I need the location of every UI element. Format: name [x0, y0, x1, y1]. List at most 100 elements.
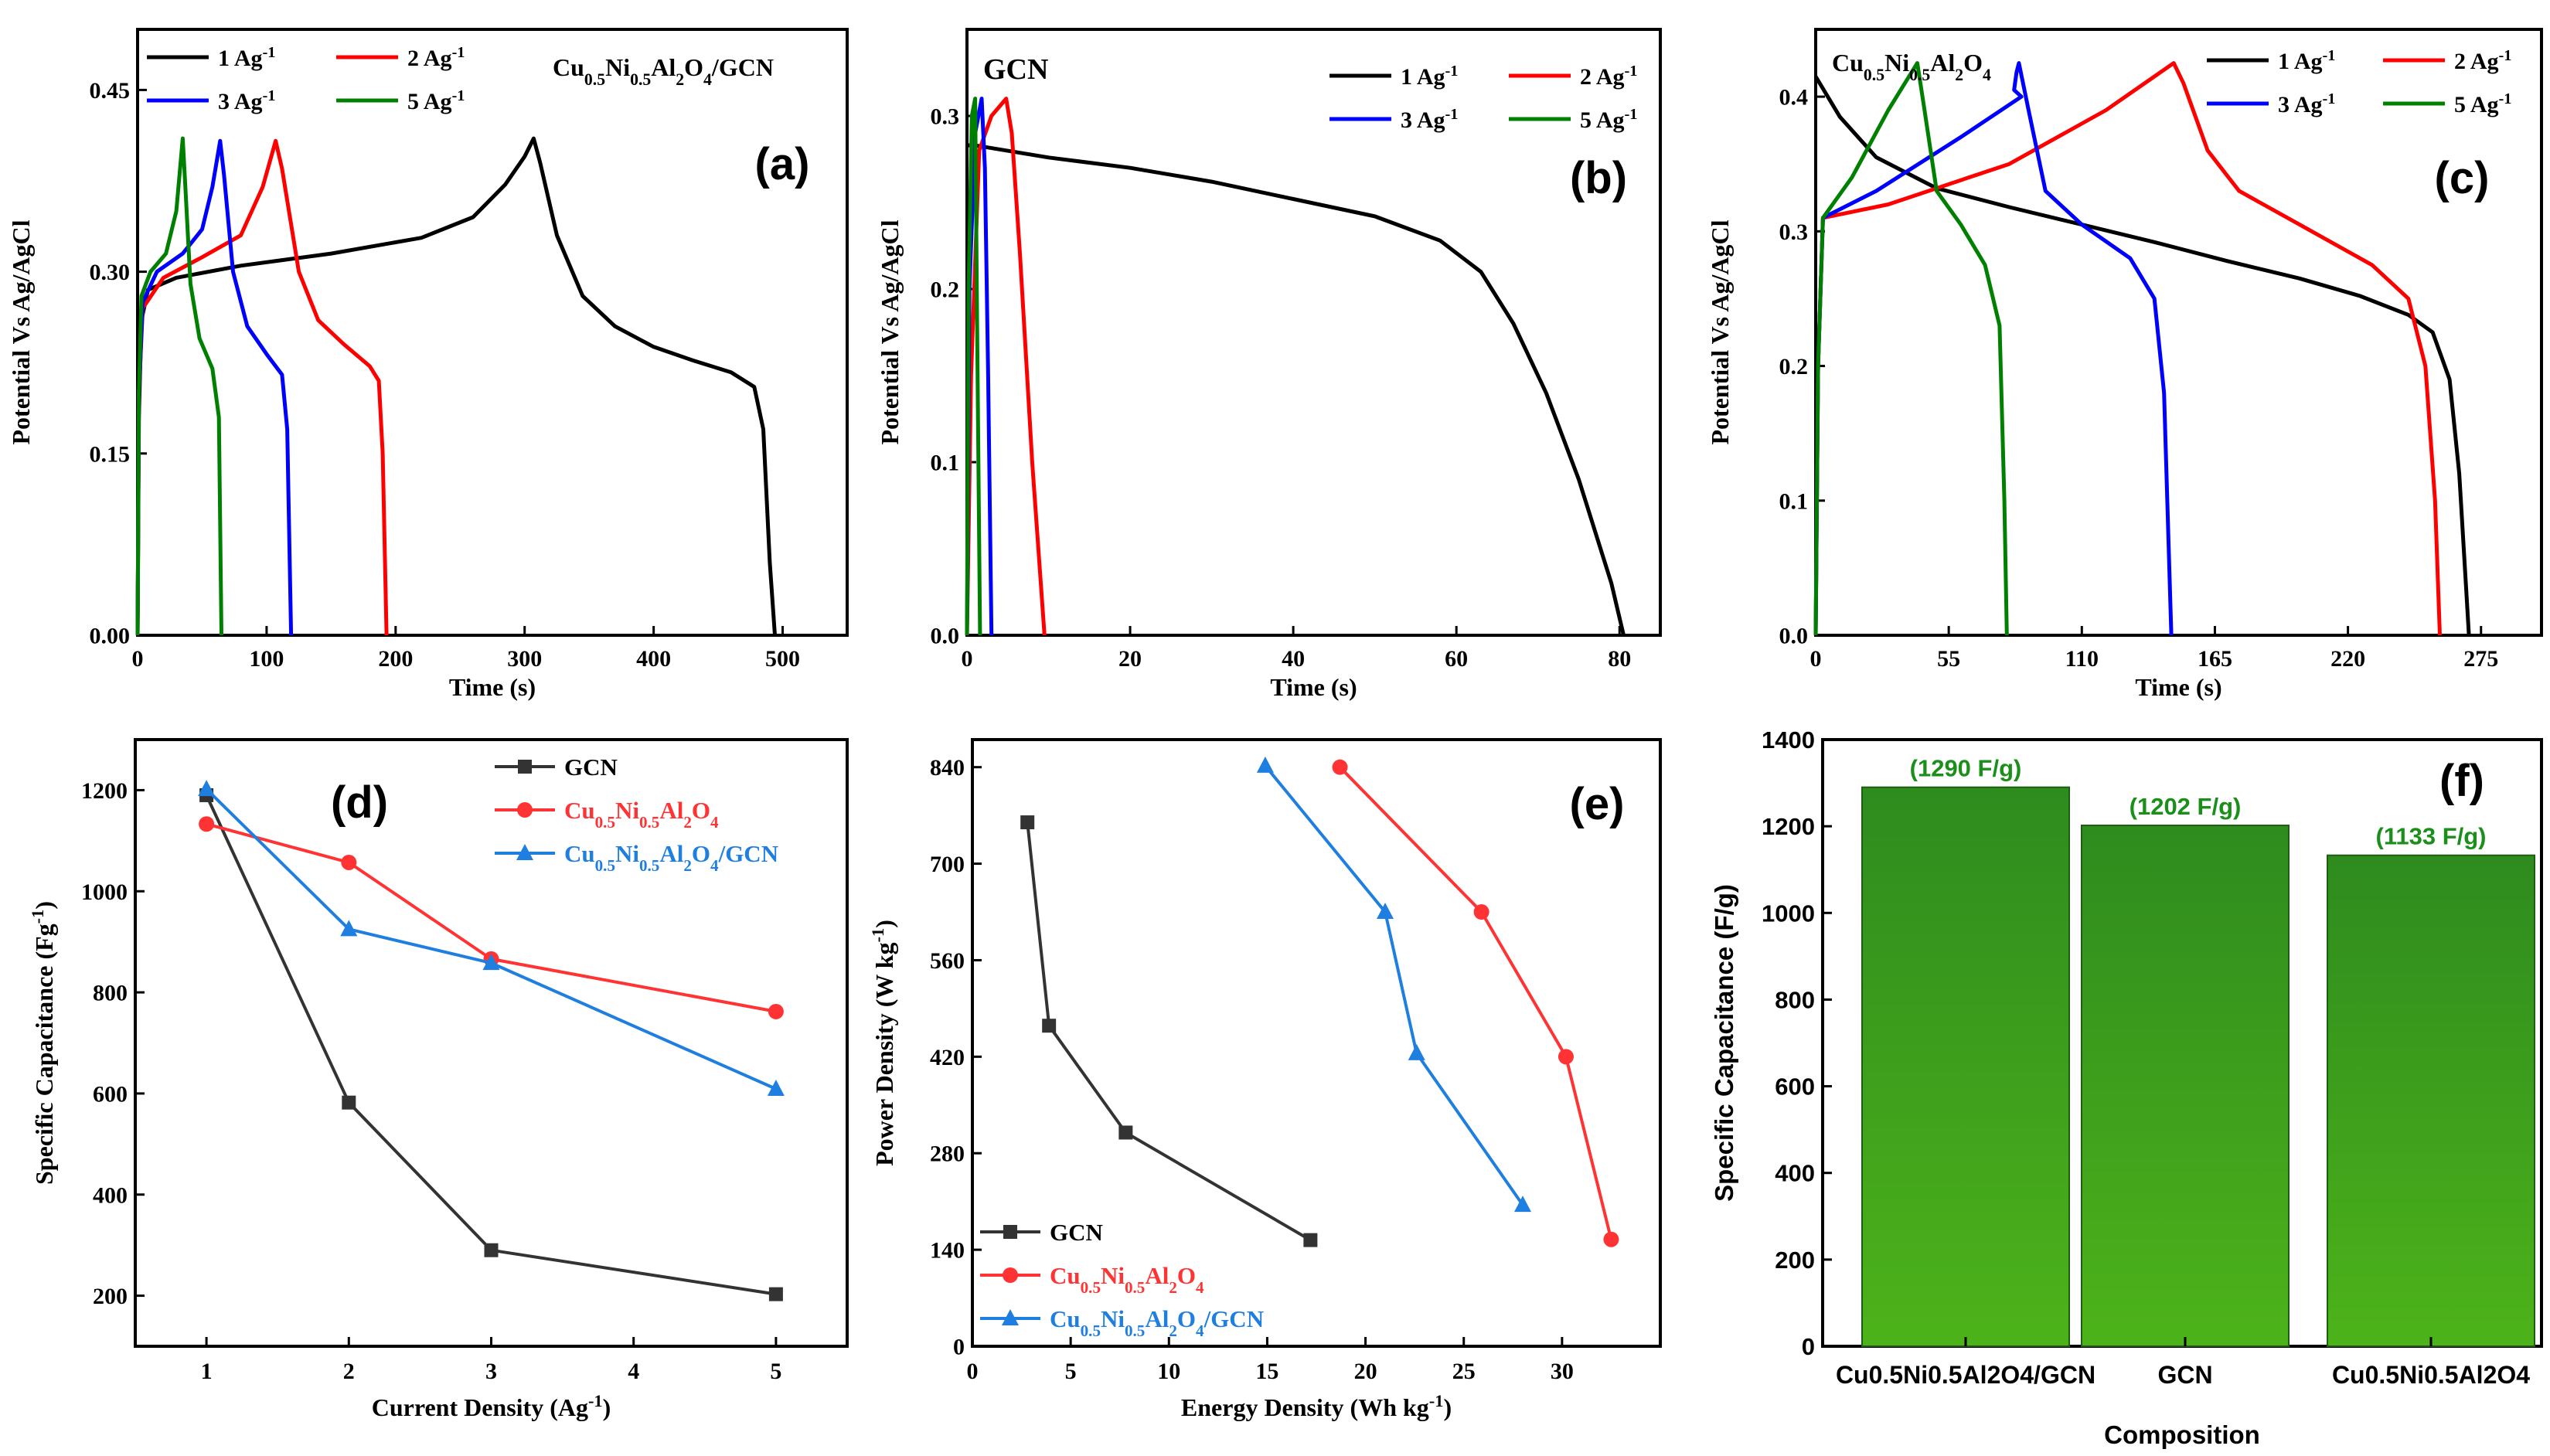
y-tick-label: 800	[1775, 986, 1815, 1013]
panel-a-gcd-composite: 0 100 200 300 400 500 0.00 0.15 0.30 0.45 Time (s)…	[7, 28, 849, 701]
x-tick-label: 5	[1065, 1359, 1077, 1384]
x-tick-label: 165	[2198, 646, 2232, 672]
y-tick-label: 600	[1775, 1073, 1815, 1101]
data-point	[1558, 1049, 1574, 1065]
legend-marker	[516, 844, 533, 860]
y-axis-label: Power Density (W kg-1)	[868, 920, 899, 1166]
chart-title: GCN	[983, 53, 1048, 86]
series-line-3-Ag-1	[1813, 61, 2174, 636]
y-tick-label: 1200	[1762, 813, 1815, 840]
y-tick-label: 0.00	[90, 624, 131, 649]
data-point	[199, 816, 215, 832]
y-tick-label: 0.30	[90, 260, 131, 285]
data-point	[1118, 1125, 1133, 1140]
y-tick-label: 0.15	[90, 441, 131, 467]
legend-marker	[1003, 1267, 1018, 1283]
legend-label: 1 Ag-1	[218, 44, 276, 71]
legend-label: 5 Ag-1	[1580, 106, 1638, 133]
x-tick-label: 4	[628, 1359, 639, 1384]
y-tick-label: 0.1	[1779, 488, 1809, 514]
legend-label: Cu0.5Ni0.5Al2O4	[564, 797, 719, 832]
legend-label: 1 Ag-1	[1401, 63, 1459, 90]
y-tick-label: 1000	[81, 879, 128, 905]
y-tick-label: 0	[953, 1335, 965, 1360]
panel-f-capacitance-bar-chart: 0 200 400 600 800 1000 1200 1400 Cu0.5Ni0.5Al2O4…	[1710, 726, 2543, 1449]
x-tick-label: Cu0.5Ni0.5Al2O4/GCN	[1836, 1361, 2095, 1389]
y-axis-label: Potential Vs Ag/AgCl	[7, 219, 35, 444]
plot-frame	[1814, 28, 2543, 637]
legend-label: 5 Ag-1	[407, 87, 465, 114]
panel-c-gcd-oxide: 0 55 110 165 220 275 0.0 0.1 0.2 0.3 0.4 Time (s) Po…	[1706, 28, 2543, 701]
series-line	[1026, 822, 1312, 1242]
bar-1	[1861, 786, 2070, 1347]
data-label: (1133 F/g)	[2376, 823, 2487, 850]
x-tick-label: 400	[636, 646, 671, 672]
data-point	[341, 854, 357, 870]
legend-marker	[1003, 1225, 1017, 1239]
legend-label: 2 Ag-1	[407, 44, 465, 71]
bar-2	[2081, 825, 2290, 1348]
panel-label: (f)	[2439, 756, 2484, 806]
x-tick-label: GCN	[2157, 1361, 2212, 1389]
x-tick-label: 20	[1118, 646, 1142, 672]
x-tick-label: 0	[967, 1359, 979, 1384]
series-line-5-Ag-1	[1813, 61, 2009, 636]
y-tick-label: 0.4	[1779, 85, 1809, 111]
legend-label: 1 Ag-1	[2278, 47, 2336, 74]
legend-label: 5 Ag-1	[2454, 90, 2512, 117]
x-tick-label: 60	[1445, 646, 1468, 672]
x-tick-label: 80	[1608, 646, 1631, 672]
y-tick-label: 1000	[1762, 900, 1815, 927]
data-point	[1408, 1043, 1425, 1060]
series-line-3-Ag-1	[135, 138, 294, 636]
series-line-2-Ag-1	[965, 97, 1047, 636]
legend-label: 2 Ag-1	[2454, 47, 2512, 74]
y-tick-label: 0.0	[1779, 624, 1809, 649]
series-line-5-Ag-1	[965, 97, 982, 636]
x-tick-label: 30	[1551, 1359, 1574, 1384]
x-axis-label: Energy Density (Wh kg-1)	[1181, 1391, 1452, 1422]
y-tick-label: 0	[1802, 1333, 1815, 1360]
plot-frame	[971, 738, 1662, 1348]
data-point	[1514, 1196, 1531, 1213]
panel-b-gcd-gcn: 0 20 40 60 80 0.0 0.1 0.2 0.3 Time (s) Potential V…	[876, 28, 1662, 701]
x-tick-label: 500	[765, 646, 800, 672]
legend-label: Cu0.5Ni0.5Al2O4/GCN	[1050, 1305, 1264, 1340]
series-line	[1339, 766, 1613, 1240]
chart-title: Cu0.5Ni0.5Al2O4	[1832, 49, 1991, 84]
panel-d-capacitance-vs-current: 1 2 3 4 5 200 400 600 800 1000 1200 Current Density…	[28, 738, 849, 1421]
series-line	[205, 788, 777, 1090]
y-tick-label: 1400	[1762, 726, 1815, 754]
y-tick-label: 0.3	[1779, 219, 1809, 245]
data-point	[768, 1003, 784, 1019]
y-tick-label: 0.2	[1779, 354, 1809, 379]
y-tick-label: 400	[93, 1182, 128, 1208]
y-tick-label: 0.45	[90, 78, 131, 104]
x-tick-label: 1	[201, 1359, 213, 1384]
panel-label: (b)	[1570, 153, 1627, 203]
legend-label: 3 Ag-1	[2278, 90, 2336, 117]
y-tick-label: 200	[93, 1284, 128, 1309]
panel-label: (c)	[2435, 153, 2490, 203]
x-tick-label: 110	[2065, 646, 2099, 672]
y-tick-label: 560	[930, 948, 965, 974]
x-axis-label: Time (s)	[449, 673, 536, 701]
data-point	[1377, 903, 1394, 920]
data-point	[1303, 1233, 1318, 1247]
x-tick-label: 2	[343, 1359, 355, 1384]
y-tick-label: 140	[930, 1238, 965, 1264]
legend-label: Cu0.5Ni0.5Al2O4/GCN	[564, 840, 778, 875]
y-tick-label: 420	[930, 1045, 965, 1070]
series-line	[206, 822, 777, 1013]
data-point	[198, 780, 216, 797]
x-tick-label: 220	[2330, 646, 2365, 672]
x-tick-label: 10	[1157, 1359, 1180, 1384]
series-line-1-Ag-1	[967, 143, 1626, 636]
x-axis-label: Time (s)	[2135, 673, 2221, 701]
y-tick-label: 0.1	[931, 451, 960, 476]
series-line-1-Ag-1	[135, 136, 777, 636]
x-tick-label: 200	[378, 646, 413, 672]
x-tick-label: 3	[485, 1359, 497, 1384]
y-tick-label: 600	[93, 1081, 128, 1107]
